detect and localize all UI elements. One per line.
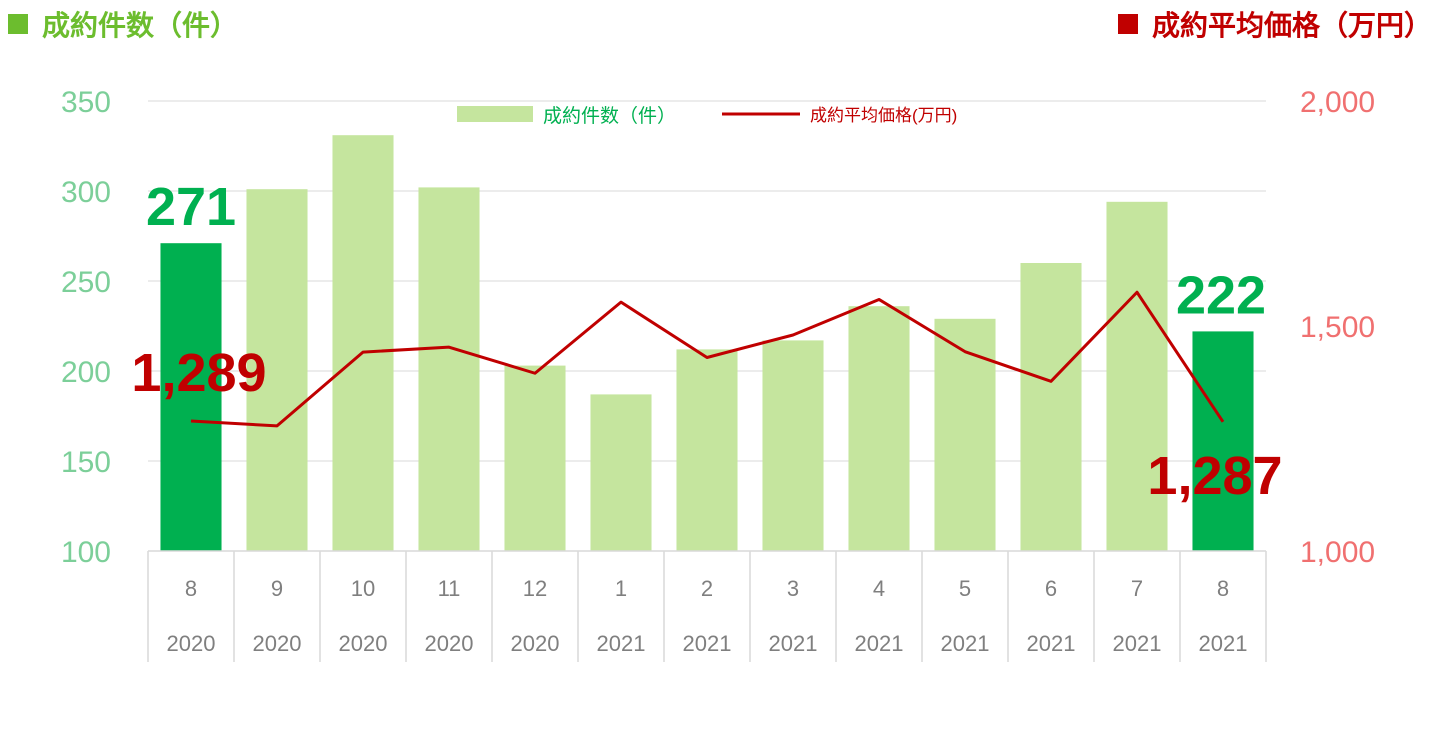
right-tick-label: 2,000 <box>1300 86 1375 119</box>
left-tick-label: 200 <box>61 356 111 389</box>
left-tick-label: 100 <box>61 536 111 569</box>
month-label: 5 <box>959 576 971 601</box>
bar <box>332 135 394 551</box>
left-axis: 100 150 200 250 300 350 <box>61 86 111 569</box>
year-label: 2021 <box>597 631 646 656</box>
price-line <box>190 290 1225 428</box>
bar <box>676 349 738 551</box>
bar <box>418 187 480 551</box>
month-label: 8 <box>185 576 197 601</box>
red-square-icon <box>1117 14 1138 34</box>
month-label: 7 <box>1131 576 1143 601</box>
left-axis-header: 成約件数（件） <box>8 4 238 44</box>
green-square-icon <box>8 14 28 34</box>
bar <box>160 243 222 551</box>
month-label: 9 <box>271 576 283 601</box>
year-label: 2021 <box>1199 631 1248 656</box>
year-label: 2021 <box>1113 631 1162 656</box>
year-label: 2021 <box>683 631 732 656</box>
data-label: 1,289 <box>131 343 266 403</box>
data-label: 271 <box>146 177 236 237</box>
month-label: 8 <box>1217 576 1229 601</box>
bar <box>762 340 824 551</box>
left-axis-header-text: 成約件数（件） <box>42 9 239 42</box>
left-tick-label: 300 <box>61 176 111 209</box>
bar <box>848 306 910 551</box>
month-label: 4 <box>873 576 885 601</box>
year-label: 2021 <box>855 631 904 656</box>
legend-bar-swatch <box>457 106 533 122</box>
data-label: 222 <box>1176 265 1266 325</box>
year-label: 2021 <box>941 631 990 656</box>
line-series <box>190 290 1225 428</box>
month-label: 3 <box>787 576 799 601</box>
bar <box>246 189 308 551</box>
year-label: 2020 <box>339 631 388 656</box>
year-label: 2021 <box>1027 631 1076 656</box>
right-axis-header-text: 成約平均価格（万円） <box>1151 9 1432 42</box>
year-label: 2020 <box>425 631 474 656</box>
bar-series <box>160 135 1254 552</box>
bar <box>590 394 652 551</box>
month-label: 10 <box>351 576 375 601</box>
year-label: 2020 <box>167 631 216 656</box>
data-annotations: 271 222 1,289 1,287 <box>131 177 1282 506</box>
month-label: 2 <box>701 576 713 601</box>
month-label: 12 <box>523 576 547 601</box>
right-tick-label: 1,000 <box>1300 536 1375 569</box>
right-tick-label: 1,500 <box>1300 311 1375 344</box>
right-axis-header: 成約平均価格（万円） <box>1117 4 1432 44</box>
left-tick-label: 350 <box>61 86 111 119</box>
legend-bar-label: 成約件数（件） <box>543 105 676 127</box>
bar <box>504 365 566 551</box>
left-tick-label: 250 <box>61 266 111 299</box>
right-axis: 1,000 1,500 2,000 <box>1300 86 1375 569</box>
year-label: 2020 <box>253 631 302 656</box>
month-label: 6 <box>1045 576 1057 601</box>
bar <box>1020 263 1082 551</box>
month-label: 1 <box>615 576 627 601</box>
data-label: 1,287 <box>1147 446 1282 506</box>
legend: 成約件数（件） 成約平均価格(万円) <box>457 105 957 127</box>
month-label: 11 <box>438 576 461 601</box>
year-label: 2020 <box>511 631 560 656</box>
legend-line-label: 成約平均価格(万円) <box>810 106 957 125</box>
left-tick-label: 150 <box>61 446 111 479</box>
year-label: 2021 <box>769 631 818 656</box>
bar <box>934 318 996 551</box>
bar <box>1192 331 1254 551</box>
category-axis: 8 2020 9 2020 10 2020 11 2020 12 2020 1 2021 2 2021 3 2… <box>147 550 1267 662</box>
bar <box>1106 201 1168 552</box>
